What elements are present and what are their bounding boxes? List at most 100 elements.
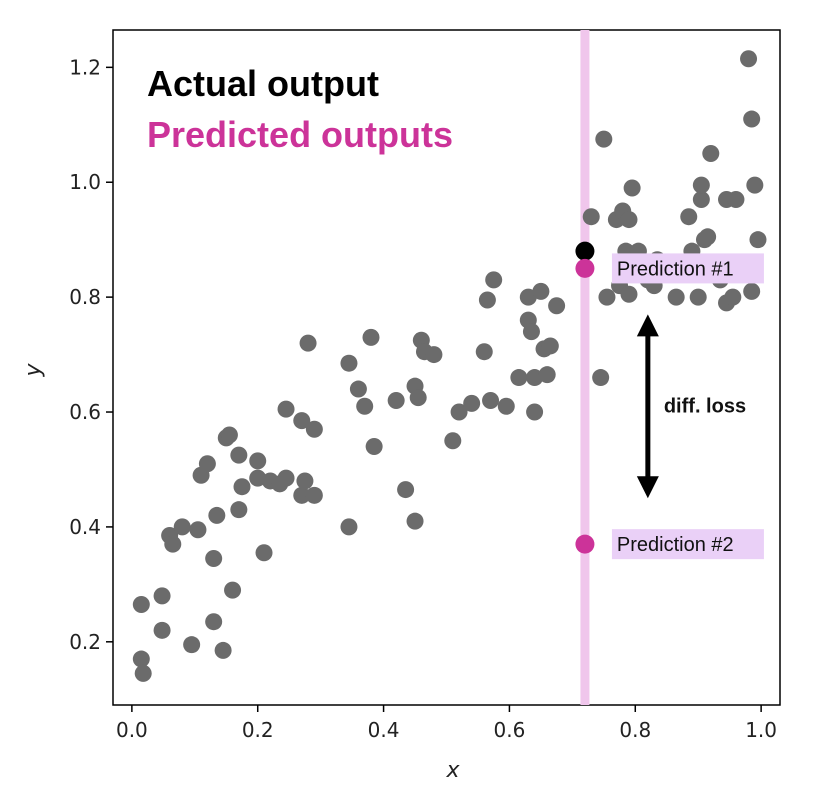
data-point — [592, 369, 610, 387]
data-point — [230, 446, 248, 464]
data-point — [349, 380, 367, 398]
diff-loss-arrow — [636, 314, 659, 499]
data-point — [749, 231, 767, 249]
data-point — [667, 288, 685, 306]
y-tick-label: 0.4 — [69, 515, 101, 539]
data-point — [189, 521, 207, 539]
data-point — [743, 110, 761, 128]
data-point — [153, 621, 171, 639]
data-point — [406, 512, 424, 530]
data-point — [692, 190, 710, 208]
prediction-point-2 — [575, 534, 595, 554]
data-point — [538, 366, 556, 384]
data-point — [702, 145, 720, 163]
legend-predicted-outputs: Predicted outputs — [147, 114, 453, 155]
data-point — [746, 176, 764, 194]
data-point — [132, 650, 150, 668]
data-point — [497, 397, 515, 415]
data-point — [740, 50, 758, 68]
data-point — [220, 426, 238, 444]
x-tick-label: 0.8 — [619, 718, 651, 742]
data-point — [164, 535, 182, 553]
data-point — [620, 211, 638, 229]
data-point — [475, 343, 493, 361]
data-point — [548, 297, 566, 315]
data-point — [132, 595, 150, 613]
data-point — [727, 190, 745, 208]
data-point — [478, 291, 496, 309]
y-tick-label: 0.6 — [69, 400, 101, 424]
data-point — [305, 420, 323, 438]
data-point — [293, 486, 311, 504]
x-tick-label: 0.0 — [116, 718, 148, 742]
data-point — [699, 228, 717, 246]
data-point — [208, 506, 226, 524]
data-point — [582, 208, 600, 226]
data-point — [692, 176, 710, 194]
y-axis-ticks: 0.2 0.4 0.6 0.8 1.0 1.2 — [69, 55, 113, 654]
data-point — [214, 641, 232, 659]
data-point — [153, 587, 171, 605]
data-point — [293, 412, 311, 430]
prediction-markers: Prediction #1 Prediction #2 — [575, 241, 764, 560]
x-tick-label: 0.6 — [494, 718, 526, 742]
prediction-label-1: Prediction #1 — [617, 258, 734, 280]
prediction-label-background-1 — [611, 253, 764, 284]
data-point — [463, 394, 481, 412]
data-point — [409, 389, 427, 407]
data-point — [387, 392, 405, 410]
data-point — [340, 518, 358, 536]
data-point — [356, 397, 374, 415]
data-point — [365, 437, 383, 455]
data-point — [595, 130, 613, 148]
data-point — [362, 328, 380, 346]
x-axis-ticks: 0.0 0.2 0.4 0.6 0.8 1.0 — [116, 705, 777, 742]
data-point — [485, 271, 503, 289]
prediction-label-2: Prediction #2 — [617, 534, 734, 556]
data-point — [277, 400, 295, 418]
data-point — [450, 403, 468, 421]
arrow-head-up-icon — [636, 314, 659, 337]
data-point — [198, 455, 216, 473]
data-point — [522, 323, 540, 341]
data-point — [299, 334, 317, 352]
data-point — [296, 472, 314, 490]
data-point — [134, 664, 152, 682]
data-point — [510, 369, 528, 387]
legend-actual-output: Actual output — [147, 63, 379, 104]
x-tick-label: 0.2 — [242, 718, 274, 742]
x-tick-label: 1.0 — [745, 718, 777, 742]
data-point — [598, 288, 616, 306]
data-point — [425, 346, 443, 364]
y-tick-label: 1.2 — [69, 55, 101, 79]
actual-output-point — [575, 241, 595, 261]
data-point — [305, 486, 323, 504]
arrow-head-down-icon — [636, 476, 659, 499]
data-point — [743, 282, 761, 300]
prediction-label-background-2 — [611, 529, 764, 560]
data-point — [689, 288, 707, 306]
data-point — [205, 613, 223, 631]
diff-loss-label: diff. loss — [664, 395, 746, 417]
data-point — [623, 179, 641, 197]
plot-area — [112, 29, 781, 706]
y-axis-label: y — [21, 363, 46, 378]
prediction-point-1 — [575, 258, 595, 278]
data-point — [340, 354, 358, 372]
y-tick-label: 0.2 — [69, 630, 101, 654]
data-point — [255, 544, 273, 562]
data-point — [173, 518, 191, 536]
y-tick-label: 1.0 — [69, 170, 101, 194]
data-point — [233, 478, 251, 496]
data-point — [205, 550, 223, 568]
data-point — [541, 337, 559, 355]
data-point — [724, 288, 742, 306]
y-tick-label: 0.8 — [69, 285, 101, 309]
data-point — [532, 282, 550, 300]
data-point — [680, 208, 698, 226]
data-point — [482, 392, 500, 410]
data-point — [249, 452, 267, 470]
data-point — [230, 501, 248, 519]
data-point — [224, 581, 242, 599]
